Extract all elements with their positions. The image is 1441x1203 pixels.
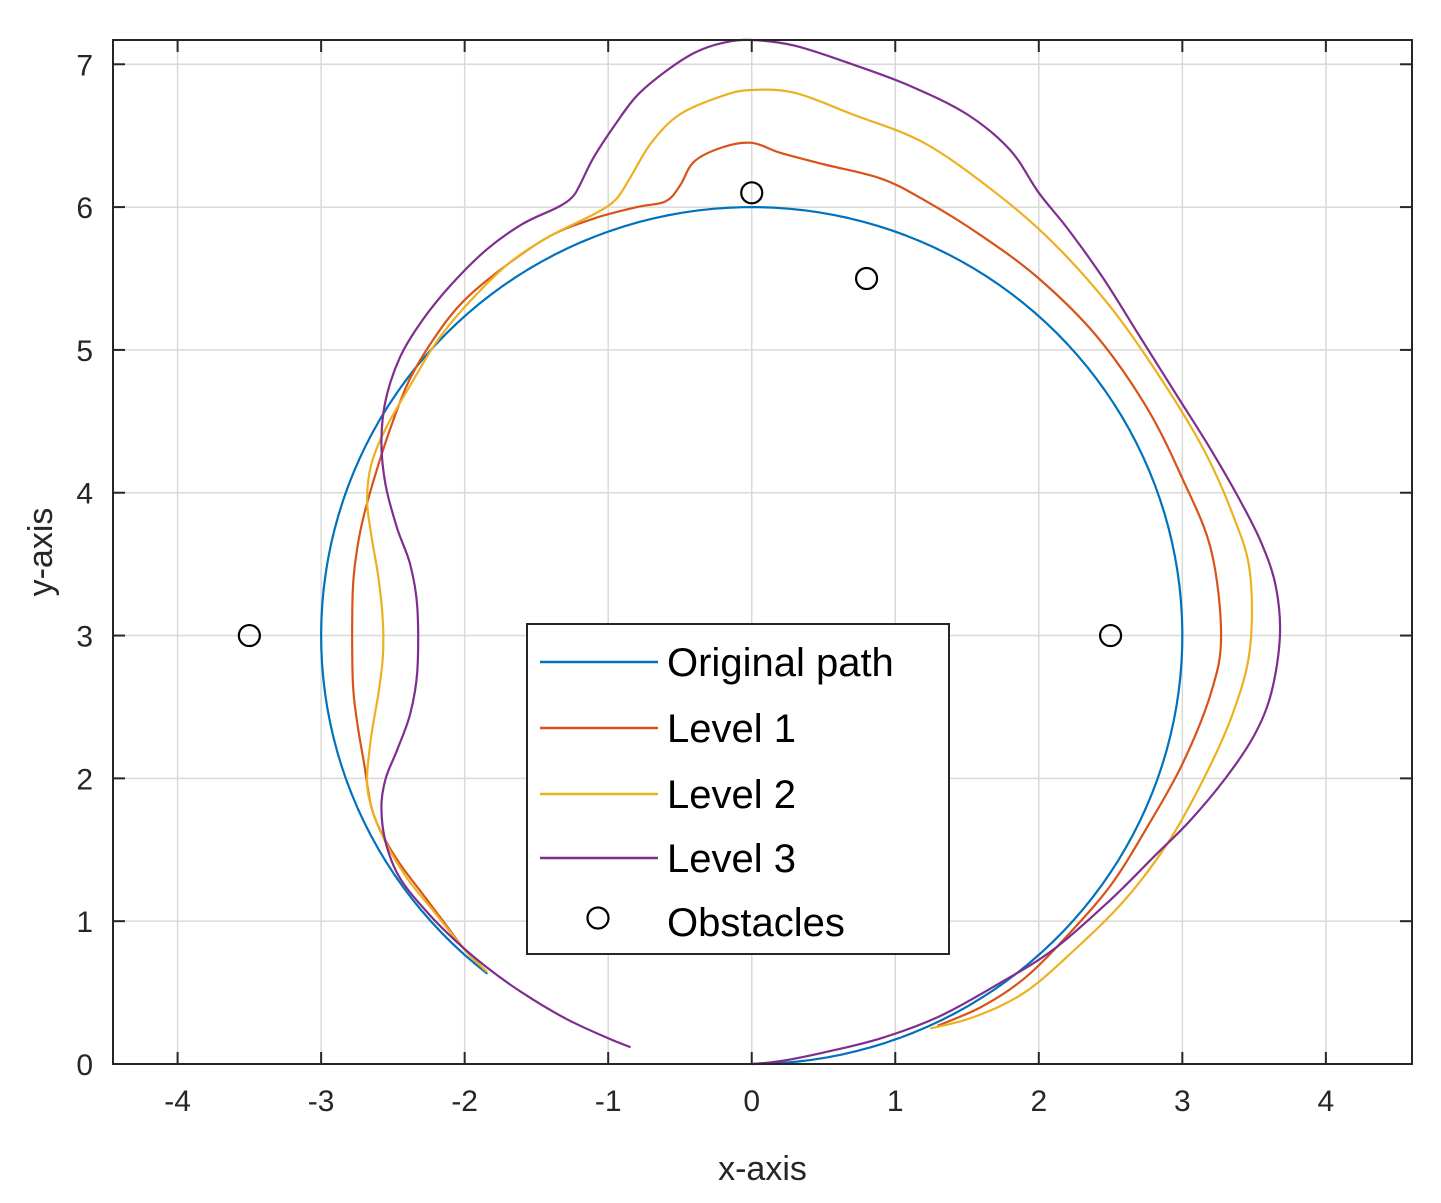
- legend-label: Original path: [667, 641, 894, 685]
- x-tick-label: 3: [1174, 1085, 1191, 1118]
- legend-label: Level 2: [667, 773, 796, 817]
- obstacle-markers: [237, 181, 1123, 648]
- y-tick-label: 1: [76, 906, 93, 939]
- legend: Original path Level 1 Level 2 Level 3 Obstac…: [526, 623, 950, 955]
- series-line-original-path: [320, 206, 1184, 1066]
- x-tick-label: 4: [1318, 1085, 1335, 1118]
- obstacle-marker: [237, 623, 261, 648]
- plot-series: [320, 38, 1282, 1066]
- x-tick-label: -3: [308, 1085, 335, 1118]
- axis-ticks: -4 -3 -2 -1 0 1 2 3 4 0 1 2 3 4 5 6 7: [76, 40, 1412, 1118]
- legend-label: Obstacles: [667, 901, 845, 945]
- y-tick-label: 7: [76, 49, 93, 82]
- y-axis-label: y-axis: [22, 508, 60, 597]
- x-axis-label: x-axis: [718, 1150, 807, 1188]
- x-tick-label: -2: [451, 1085, 478, 1118]
- series-line-level-1: [351, 141, 1223, 1027]
- x-tick-label: 0: [743, 1085, 760, 1118]
- legend-swatch-obstacle: [586, 906, 610, 930]
- series-line-level-3: [380, 38, 1282, 1066]
- y-tick-label: 4: [76, 478, 93, 511]
- legend-label: Level 3: [667, 837, 796, 881]
- x-tick-label: 2: [1030, 1085, 1047, 1118]
- y-tick-label: 3: [76, 621, 93, 654]
- y-tick-label: 5: [76, 335, 93, 368]
- series-line-level-2: [365, 88, 1254, 1030]
- obstacle-marker: [854, 266, 879, 291]
- legend-box: [526, 623, 950, 955]
- obstacle-marker: [1098, 623, 1123, 648]
- y-tick-label: 2: [76, 763, 93, 796]
- x-tick-label: 1: [887, 1085, 904, 1118]
- legend-label: Level 1: [667, 707, 796, 751]
- y-tick-label: 0: [76, 1049, 93, 1082]
- y-tick-label: 6: [76, 192, 93, 225]
- x-tick-label: -1: [595, 1085, 622, 1118]
- x-tick-label: -4: [164, 1085, 191, 1118]
- obstacle-marker: [740, 181, 764, 205]
- plot-area-frame: [112, 39, 1413, 1065]
